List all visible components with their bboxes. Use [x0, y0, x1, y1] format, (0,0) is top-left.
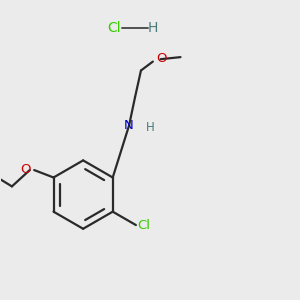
- Text: Cl: Cl: [137, 219, 150, 232]
- Text: O: O: [156, 52, 166, 65]
- Text: N: N: [124, 119, 134, 132]
- Text: O: O: [21, 163, 31, 176]
- Text: H: H: [146, 122, 154, 134]
- Text: H: H: [148, 21, 158, 35]
- Text: Cl: Cl: [107, 21, 121, 35]
